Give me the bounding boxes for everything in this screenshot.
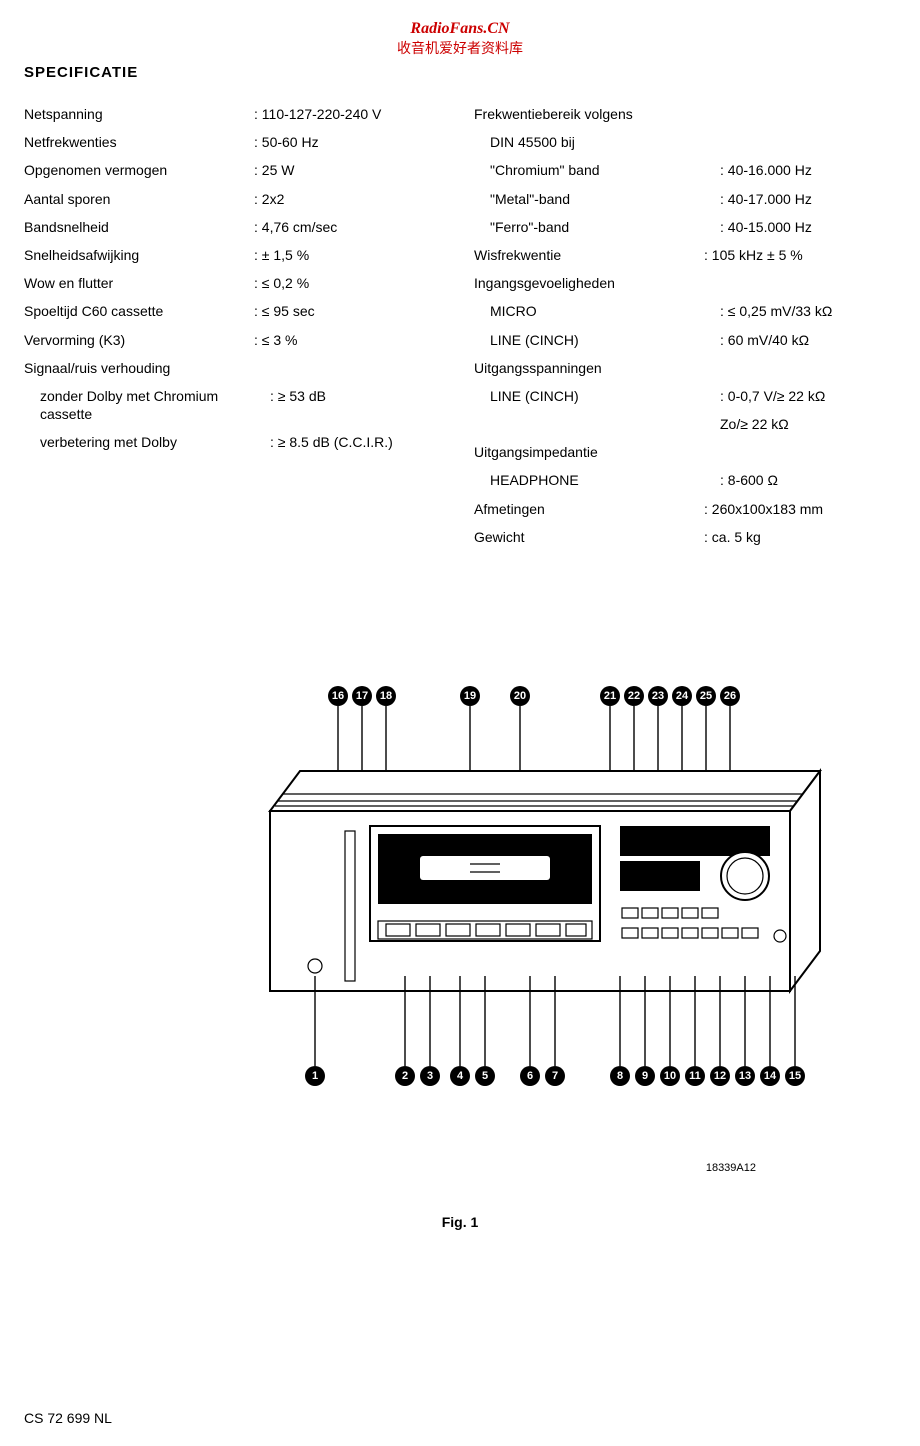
sn-sub2-label: verbetering met Dolby — [24, 433, 270, 451]
input-sens-group: Ingangsgevoeligheden MICRO: ≤ 0,25 mV/33… — [474, 274, 896, 349]
page-title: SPECIFICATIE — [24, 64, 896, 81]
spec-left-value-2: : 25 W — [254, 161, 446, 179]
spec-left-label-5: Snelheidsafwijking — [24, 246, 254, 264]
signal-noise-group: Signaal/ruis verhouding zonder Dolby met… — [24, 359, 446, 452]
sn-sub1-label: zonder Dolby met Chromium cassette — [24, 387, 270, 423]
drawing-id: 18339A12 — [24, 1162, 896, 1174]
dim-label: Afmetingen — [474, 500, 704, 518]
svg-text:18: 18 — [380, 690, 392, 702]
watermark-block: RadioFans.CN 收音机爱好者资料库 — [24, 20, 896, 58]
svg-text:21: 21 — [604, 690, 616, 702]
fr-row-label-0: "Chromium" band — [474, 161, 720, 179]
is-row-value-1: : 60 mV/40 kΩ — [720, 331, 896, 349]
spec-left-value-5: : ± 1,5 % — [254, 246, 446, 264]
is-row-label-1: LINE (CINCH) — [474, 331, 720, 349]
svg-text:22: 22 — [628, 690, 640, 702]
svg-text:13: 13 — [739, 1070, 751, 1082]
spec-left-value-6: : ≤ 0,2 % — [254, 274, 446, 292]
specs-right-col: Frekwentiebereik volgens DIN 45500 bij "… — [474, 105, 896, 556]
svg-text:14: 14 — [764, 1070, 777, 1082]
oi-row-value-0: : 8-600 Ω — [720, 471, 896, 489]
svg-text:11: 11 — [689, 1070, 701, 1082]
spec-left-label-1: Netfrekwenties — [24, 133, 254, 151]
svg-text:4: 4 — [457, 1070, 464, 1082]
erase-label: Wisfrekwentie — [474, 246, 704, 264]
figure-area: 1617181920212223242526 — [24, 676, 896, 1230]
spec-left-label-6: Wow en flutter — [24, 274, 254, 292]
specs-left-col: Netspanning: 110-127-220-240 VNetfrekwen… — [24, 105, 446, 556]
spec-left-label-4: Bandsnelheid — [24, 218, 254, 236]
sn-sub2-value: : ≥ 8.5 dB (C.C.I.R.) — [270, 433, 446, 451]
device-diagram: 1617181920212223242526 — [90, 676, 830, 1156]
specs-container: Netspanning: 110-127-220-240 VNetfrekwen… — [24, 105, 896, 556]
spec-left-label-2: Opgenomen vermogen — [24, 161, 254, 179]
svg-text:7: 7 — [552, 1070, 558, 1082]
ov-row-value-0: : 0-0,7 V/≥ 22 kΩ — [720, 387, 896, 405]
svg-text:9: 9 — [642, 1070, 648, 1082]
svg-text:2: 2 — [402, 1070, 408, 1082]
freq-range-group: Frekwentiebereik volgens DIN 45500 bij "… — [474, 105, 896, 236]
fr-row-value-2: : 40-15.000 Hz — [720, 218, 896, 236]
dim-value: : 260x100x183 mm — [704, 500, 896, 518]
svg-text:19: 19 — [464, 690, 476, 702]
spec-left-value-0: : 110-127-220-240 V — [254, 105, 446, 123]
svg-text:26: 26 — [724, 690, 736, 702]
svg-text:5: 5 — [482, 1070, 488, 1082]
erase-value: : 105 kHz ± 5 % — [704, 246, 896, 264]
watermark-line2: 收音机爱好者资料库 — [24, 38, 896, 58]
sn-sub1-value: : ≥ 53 dB — [270, 387, 446, 423]
svg-text:25: 25 — [700, 690, 712, 702]
is-row-label-0: MICRO — [474, 302, 720, 320]
spec-left-label-8: Vervorming (K3) — [24, 331, 254, 349]
svg-text:23: 23 — [652, 690, 664, 702]
spec-left-value-4: : 4,76 cm/sec — [254, 218, 446, 236]
svg-text:8: 8 — [617, 1070, 623, 1082]
svg-text:3: 3 — [427, 1070, 433, 1082]
figure-caption: Fig. 1 — [24, 1214, 896, 1230]
spec-left-value-8: : ≤ 3 % — [254, 331, 446, 349]
fr-row-value-1: : 40-17.000 Hz — [720, 190, 896, 208]
ov-row-label-1 — [474, 415, 720, 433]
svg-text:10: 10 — [664, 1070, 676, 1082]
weight-value: : ca. 5 kg — [704, 528, 896, 546]
svg-text:16: 16 — [332, 690, 344, 702]
footer-code: CS 72 699 NL — [24, 1410, 896, 1426]
output-imp-group: Uitgangsimpedantie HEADPHONE: 8-600 Ω — [474, 443, 896, 489]
watermark-line1: RadioFans.CN — [24, 20, 896, 38]
spec-left-value-3: : 2x2 — [254, 190, 446, 208]
sn-heading: Signaal/ruis verhouding — [24, 359, 254, 377]
oi-heading: Uitgangsimpedantie — [474, 443, 704, 461]
spec-left-value-7: : ≤ 95 sec — [254, 302, 446, 320]
ov-row-label-0: LINE (CINCH) — [474, 387, 720, 405]
svg-text:12: 12 — [714, 1070, 726, 1082]
fr-row-label-2: "Ferro"-band — [474, 218, 720, 236]
ov-row-value-1: Zo/≥ 22 kΩ — [720, 415, 896, 433]
oi-row-label-0: HEADPHONE — [474, 471, 720, 489]
is-row-value-0: : ≤ 0,25 mV/33 kΩ — [720, 302, 896, 320]
fr-heading: Frekwentiebereik volgens — [474, 105, 704, 123]
svg-text:6: 6 — [527, 1070, 533, 1082]
svg-text:1: 1 — [312, 1070, 318, 1082]
is-heading: Ingangsgevoeligheden — [474, 274, 704, 292]
fr-row-value-0: : 40-16.000 Hz — [720, 161, 896, 179]
output-volt-group: Uitgangsspanningen LINE (CINCH): 0-0,7 V… — [474, 359, 896, 434]
spec-left-label-0: Netspanning — [24, 105, 254, 123]
device-body — [270, 771, 820, 991]
ov-heading: Uitgangsspanningen — [474, 359, 704, 377]
fr-subheading: DIN 45500 bij — [474, 133, 720, 151]
spec-left-label-7: Spoeltijd C60 cassette — [24, 302, 254, 320]
svg-text:24: 24 — [676, 690, 689, 702]
svg-text:15: 15 — [789, 1070, 801, 1082]
svg-text:17: 17 — [356, 690, 368, 702]
weight-label: Gewicht — [474, 528, 704, 546]
fr-row-label-1: "Metal"-band — [474, 190, 720, 208]
spec-left-label-3: Aantal sporen — [24, 190, 254, 208]
svg-text:20: 20 — [514, 690, 526, 702]
spec-left-value-1: : 50-60 Hz — [254, 133, 446, 151]
